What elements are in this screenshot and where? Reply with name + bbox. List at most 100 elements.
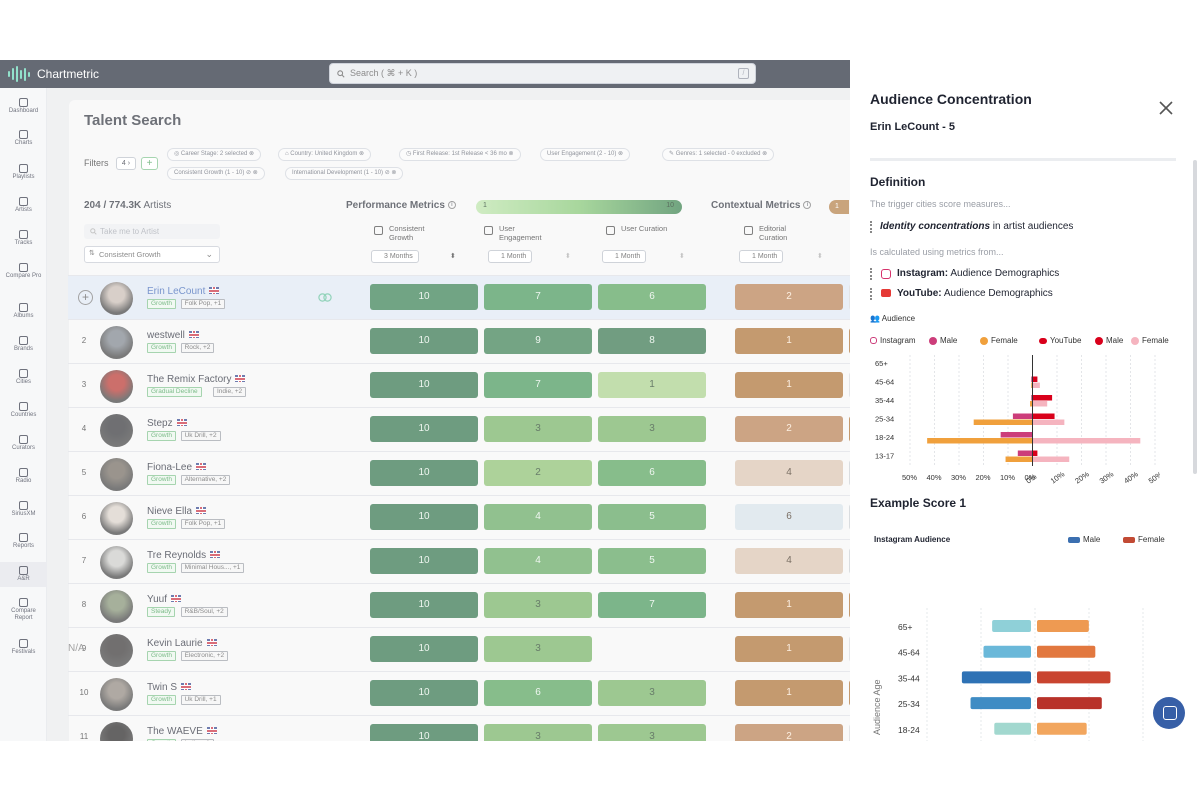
sort-select[interactable]: Consistent Growth ⌄ [84,246,220,263]
sidebar-item-brands[interactable]: Brands [0,336,47,353]
table-row[interactable]: 5 Fiona-Lee Growth Alternative, +2 10 2 6 4 [68,451,889,495]
period-select-user-curation[interactable]: 1 Month [602,250,647,263]
info-icon[interactable]: i [447,201,456,210]
score-cell-editorial[interactable]: 1 [735,680,843,706]
score-cell-engagement[interactable]: 6 [484,680,592,706]
score-cell-editorial[interactable]: 1 [735,328,843,354]
sidebar-item-a-r[interactable]: A&R [0,562,47,587]
score-cell-growth[interactable]: 10 [370,548,478,574]
score-cell-engagement[interactable]: 3 [484,724,592,741]
filter-chip-career-stage[interactable]: ◎ Career Stage: 2 selected ⊗ [167,148,261,161]
sidebar-item-charts[interactable]: Charts [0,130,47,147]
table-row[interactable]: 7 Tre Reynolds Growth Minimal Hous..., +1 10… [68,539,889,583]
score-cell-growth[interactable]: 10 [370,328,478,354]
close-icon[interactable] [1158,100,1174,116]
add-filter-button[interactable]: + [141,157,158,170]
avatar[interactable] [100,546,133,579]
artist-name[interactable]: Erin LeCount [147,286,220,297]
sidebar-item-compare-report[interactable]: Compare Report [0,598,47,622]
avatar[interactable] [100,678,133,711]
score-cell-curation[interactable]: 6 [598,284,706,310]
table-row[interactable]: 11 The WAEVE Growth Indie, +1 10 33 2 [68,715,889,741]
artist-name[interactable]: Kevin Laurie [147,638,217,649]
score-cell-growth[interactable]: 10 [370,592,478,618]
period-select-user-engagement[interactable]: 1 Month [488,250,533,263]
take-me-to-artist-input[interactable]: Take me to Artist [84,224,220,239]
artist-name[interactable]: Tre Reynolds [147,550,221,561]
sidebar-item-radio[interactable]: Radio [0,468,47,485]
avatar[interactable] [100,414,133,447]
avatar[interactable] [100,458,133,491]
score-cell-editorial[interactable]: 2 [735,416,843,442]
score-cell-growth[interactable]: 10 [370,416,478,442]
score-cell-growth[interactable]: 10 [370,680,478,706]
artist-name[interactable]: Stepz [147,418,187,429]
table-row[interactable]: + Erin LeCount Growth Folk Pop, +1 10 7 6 2 [68,275,889,319]
sidebar-item-siriusxm[interactable]: SiriusXM [0,501,47,518]
score-cell-curation[interactable]: 7 [598,592,706,618]
sort-icon[interactable]: ⬍ [817,253,823,260]
table-row[interactable]: 3 The Remix Factory Gradual Decline Indie, … [68,363,889,407]
linked-circles-icon[interactable] [318,293,332,302]
sidebar-item-compare-pro[interactable]: Compare Pro [0,263,47,280]
score-cell-growth[interactable]: 10 [370,284,478,310]
score-cell-engagement[interactable]: 7 [484,372,592,398]
sidebar-item-reports[interactable]: Reports [0,533,47,550]
score-cell-curation[interactable]: 8 [598,328,706,354]
score-cell-curation[interactable]: 6 [598,460,706,486]
info-icon[interactable]: i [803,201,812,210]
artist-name[interactable]: Nieve Ella [147,506,207,517]
score-cell-editorial[interactable]: 1 [735,372,843,398]
score-cell-curation[interactable]: 5 [598,504,706,530]
artist-name[interactable]: Fiona-Lee [147,462,207,473]
score-cell-curation[interactable]: 3 [598,680,706,706]
app-logo[interactable]: Chartmetric [8,66,99,82]
score-cell-editorial[interactable]: 2 [735,724,843,741]
score-cell-engagement[interactable]: 2 [484,460,592,486]
artist-name[interactable]: Yuuf [147,594,182,605]
sort-icon[interactable]: ⬍ [565,253,571,260]
sidebar-item-countries[interactable]: Countries [0,402,47,419]
score-cell-editorial[interactable]: 1 [735,592,843,618]
table-row[interactable]: 6 Nieve Ella Growth Folk Pop, +1 10 4 5 6 [68,495,889,539]
score-cell-engagement[interactable]: 3 [484,636,592,662]
table-row[interactable]: 4 Stepz Growth Uk Drill, +2 10 3 3 2 [68,407,889,451]
column-header-user-engagement[interactable]: User Engagement [484,224,559,242]
avatar[interactable] [100,590,133,623]
score-cell-editorial[interactable]: 4 [735,460,843,486]
avatar[interactable] [100,502,133,535]
score-cell-editorial[interactable]: 2 [735,284,843,310]
filters-count-toggle[interactable]: 4 › [116,157,136,170]
column-header-editorial-curation[interactable]: Editorial Curation [744,224,809,242]
chat-support-button[interactable] [1153,697,1185,729]
sidebar-item-dashboard[interactable]: Dashboard [0,98,47,115]
table-row[interactable]: 2 westwell Growth Rock, +2 10 9 8 1 [68,319,889,363]
score-cell-editorial[interactable]: 4 [735,548,843,574]
score-cell-engagement[interactable]: 4 [484,548,592,574]
score-cell-curation[interactable]: 1 [598,372,706,398]
sidebar-item-festivals[interactable]: Festivals [0,639,47,656]
score-cell-growth[interactable]: 10 [370,372,478,398]
sort-icon[interactable]: ⬍ [679,253,685,260]
column-header-user-curation[interactable]: User Curation [606,224,671,235]
sidebar-item-cities[interactable]: Cities [0,369,47,386]
avatar[interactable] [100,282,133,315]
avatar[interactable] [100,634,133,667]
score-cell-curation[interactable]: 3 [598,724,706,741]
score-cell-engagement[interactable]: 3 [484,592,592,618]
filter-chip-country[interactable]: ⌂ Country: United Kingdom ⊗ [278,148,372,161]
table-row[interactable]: 10 Twin S Growth Uk Drill, +1 10 6 3 1 [68,671,889,715]
artist-name[interactable]: Twin S [147,682,192,693]
sidebar-item-tracks[interactable]: Tracks [0,230,47,247]
filter-chip-international-development[interactable]: International Development (1 - 10) ⊘ ⊗ [285,167,404,180]
avatar[interactable] [100,722,133,741]
filter-chip-consistent-growth[interactable]: Consistent Growth (1 - 10) ⊘ ⊗ [167,167,265,180]
table-row[interactable]: 9 Kevin Laurie Growth Electronic, +2 10 3 N/A 1 [68,627,889,671]
global-search-input[interactable]: Search ( ⌘ + K ) / [329,63,756,84]
filter-chip-user-engagement[interactable]: User Engagement (2 - 10) ⊗ [540,148,631,161]
sidebar-item-playlists[interactable]: Playlists [0,164,47,181]
column-header-consistent-growth[interactable]: Consistent Growth [374,224,449,242]
score-cell-curation[interactable]: 3 [598,416,706,442]
artist-name[interactable]: The Remix Factory [147,374,246,385]
score-cell-engagement[interactable]: 3 [484,416,592,442]
